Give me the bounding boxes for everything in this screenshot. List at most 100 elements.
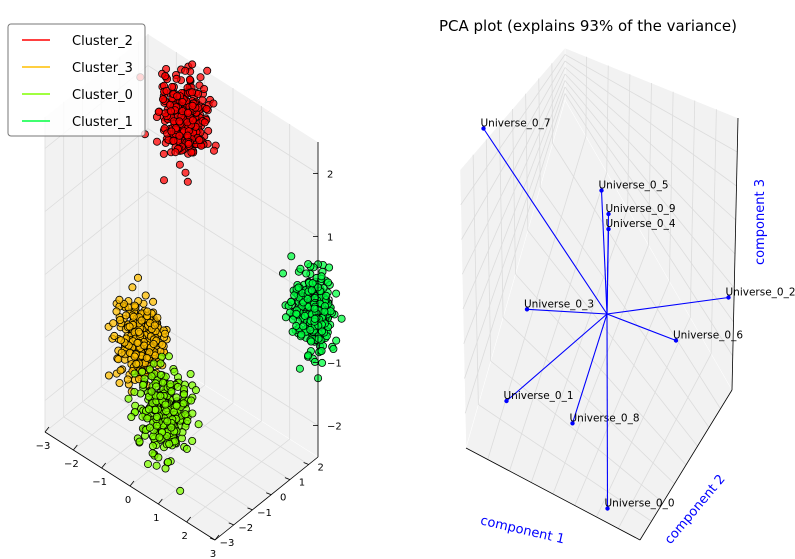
point-cluster-0 <box>176 486 185 495</box>
y-tick-label: −3 <box>220 538 235 549</box>
loading-point <box>481 126 486 131</box>
point-cluster-1 <box>288 315 297 324</box>
point-cluster-2 <box>188 88 197 97</box>
point-cluster-1 <box>292 309 301 318</box>
loading-label: Universe_0_3 <box>524 298 594 310</box>
cluster-points <box>104 60 346 495</box>
point-cluster-2 <box>203 66 212 75</box>
point-cluster-0 <box>143 460 152 469</box>
x-tick-label: 1 <box>153 513 159 524</box>
point-cluster-1 <box>295 364 304 373</box>
grid-line <box>564 54 738 153</box>
z-tick-label: 2 <box>327 170 333 181</box>
point-cluster-0 <box>156 359 165 368</box>
point-cluster-2 <box>198 96 207 105</box>
loading-label: Universe_0_9 <box>606 203 676 215</box>
point-cluster-3 <box>122 311 131 320</box>
point-cluster-0 <box>157 352 166 361</box>
point-cluster-1 <box>303 294 312 303</box>
point-cluster-0 <box>158 378 167 387</box>
point-cluster-0 <box>138 367 147 376</box>
legend-label: Cluster_0 <box>72 88 133 103</box>
point-cluster-1 <box>329 344 338 353</box>
legend-label: Cluster_2 <box>72 34 133 49</box>
point-cluster-3 <box>153 313 162 322</box>
loading-label: Universe_0_4 <box>606 218 676 230</box>
grid-line <box>129 88 234 487</box>
point-cluster-2 <box>181 66 190 75</box>
loading-vector <box>606 313 677 342</box>
point-cluster-2 <box>167 127 176 136</box>
y-axis-line <box>214 456 319 541</box>
point-cluster-2 <box>172 74 181 83</box>
y-tick-label: 2 <box>317 463 323 474</box>
point-cluster-2 <box>152 137 161 146</box>
grid-line <box>100 71 272 496</box>
point-cluster-2 <box>196 73 205 82</box>
point-cluster-1 <box>306 325 315 334</box>
point-cluster-0 <box>163 417 172 426</box>
grid-line <box>710 109 717 354</box>
point-cluster-0 <box>191 386 200 395</box>
legend-label: Cluster_3 <box>72 61 133 76</box>
point-cluster-3 <box>115 295 124 304</box>
loading-vector <box>526 308 608 315</box>
loading-label: Universe_0_5 <box>599 180 669 192</box>
x-tick-mark <box>158 498 163 505</box>
point-cluster-1 <box>337 314 346 323</box>
point-cluster-0 <box>144 405 153 414</box>
point-cluster-1 <box>325 263 334 272</box>
point-cluster-2 <box>183 177 192 186</box>
grid-line <box>461 60 566 240</box>
point-cluster-1 <box>308 279 317 288</box>
point-cluster-0 <box>156 370 165 379</box>
grid-line <box>564 67 737 221</box>
grid-line <box>44 128 319 237</box>
point-cluster-3 <box>130 352 139 361</box>
point-cluster-0 <box>154 453 163 462</box>
loading-point <box>524 307 530 312</box>
point-cluster-2 <box>204 126 213 135</box>
point-cluster-3 <box>116 315 125 324</box>
point-cluster-3 <box>141 291 150 300</box>
point-cluster-0 <box>145 365 154 374</box>
x-tick-label: 3 <box>210 549 216 559</box>
y-tick-mark <box>209 537 216 541</box>
point-cluster-1 <box>281 313 290 322</box>
loading-vector <box>571 313 608 424</box>
point-cluster-2 <box>169 136 178 145</box>
x-axis-label: component 1 <box>479 513 566 547</box>
loading-point <box>570 421 575 426</box>
point-cluster-3 <box>137 316 146 325</box>
z-axis-line <box>731 117 739 391</box>
point-cluster-1 <box>317 346 326 355</box>
point-cluster-0 <box>152 461 161 470</box>
grid-line <box>44 254 319 363</box>
point-cluster-2 <box>162 87 171 96</box>
point-cluster-2 <box>209 146 218 155</box>
grid-line <box>551 63 554 144</box>
point-cluster-0 <box>183 416 192 425</box>
point-cluster-0 <box>170 367 179 376</box>
point-cluster-2 <box>175 160 184 169</box>
loading-point <box>606 211 611 217</box>
loading-vector <box>606 296 729 315</box>
y-tick-label: 0 <box>280 493 286 504</box>
point-cluster-1 <box>287 252 296 261</box>
point-cluster-0 <box>148 441 157 450</box>
point-cluster-1 <box>297 330 306 339</box>
grid-line <box>527 230 698 447</box>
legend-label: Cluster_1 <box>72 115 133 130</box>
point-cluster-0 <box>194 420 203 429</box>
point-cluster-2 <box>188 60 197 69</box>
point-cluster-0 <box>162 407 171 416</box>
y-tick-mark <box>266 492 272 496</box>
y-tick-mark <box>247 507 253 511</box>
grid-line <box>539 186 710 428</box>
point-cluster-0 <box>172 401 181 410</box>
point-cluster-1 <box>332 336 341 345</box>
point-cluster-0 <box>167 387 176 396</box>
point-cluster-2 <box>184 139 193 148</box>
y-tick-label: 1 <box>299 478 305 489</box>
pca-plot-title: PCA plot (explains 93% of the variance) <box>439 17 737 35</box>
